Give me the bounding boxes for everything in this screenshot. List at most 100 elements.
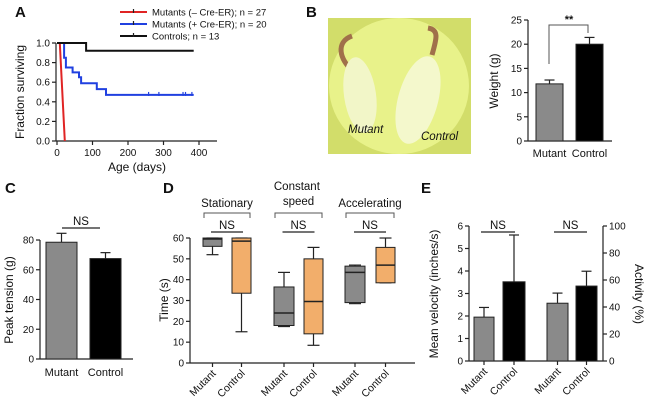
significance-stars: **: [565, 14, 574, 26]
photo-label-control: Control: [421, 131, 459, 143]
rotarod-group-label-0: Stationary: [201, 198, 253, 210]
rotarod-y-tick-label: 60: [173, 234, 185, 245]
survival-x-axis-label: Age (days): [108, 160, 166, 174]
velocity-y-tick-label: 2: [457, 312, 463, 323]
rotarod-y-axis-label: Time (s): [157, 278, 171, 322]
panel-label-b: B: [306, 4, 317, 21]
mice-photo: Mutant Control: [328, 18, 471, 154]
mutant-mouse: [343, 57, 377, 133]
panel-label-d: D: [163, 180, 174, 197]
survival-y-tick-label: 1.0: [36, 39, 50, 50]
velocity-bar-mutant: [546, 302, 569, 362]
velocity-y-axis-label: Mean velocity (inches/s): [427, 230, 441, 359]
tension-ns: NS: [73, 216, 89, 228]
weight-x-label: Control: [572, 148, 607, 160]
velocity-y-tick-label: 3: [457, 289, 463, 300]
photo-label-mutant: Mutant: [348, 124, 384, 136]
panel-label-e: E: [421, 180, 431, 197]
velocity-bar-mutant: [473, 316, 495, 362]
velocity-ns: NS: [490, 220, 506, 232]
weight-y-axis-label: Weight (g): [487, 53, 501, 108]
rotarod-y-tick-label: 20: [173, 317, 185, 328]
legend-label-2: Controls; n = 13: [152, 32, 219, 43]
velocity-y-tick-label: 1: [457, 334, 463, 345]
tension-x-label: Control: [88, 367, 123, 379]
weight-y-tick-label: 15: [511, 64, 523, 75]
panel-label-a: A: [15, 4, 26, 21]
survival-y-tick-label: 0.6: [36, 78, 50, 89]
control-mouse: [395, 56, 441, 144]
activity-y-tick-label: 0: [609, 357, 615, 368]
legend-label-1: Mutants (+ Cre-ER); n = 20: [152, 20, 267, 31]
rotarod-x-label: Control: [215, 368, 247, 400]
rotarod-x-label: Mutant: [330, 368, 361, 399]
weight-y-tick-label: 20: [511, 40, 523, 51]
activity-y-axis-label: Activity (%): [632, 264, 646, 324]
velocity-bar-control: [502, 281, 526, 362]
tension-y-tick-label: 80: [23, 236, 35, 247]
rotarod-x-label: Mutant: [259, 368, 290, 399]
tension-y-tick-label: 20: [23, 325, 35, 336]
weight-y-tick-label: 0: [516, 137, 522, 148]
rotarod-group-label-1: Constant speed: [274, 181, 323, 208]
velocity-bar-control: [575, 285, 598, 362]
rotarod-y-tick-label: 0: [178, 359, 184, 370]
control-tail: [427, 25, 439, 56]
activity-y-tick-label: 60: [609, 276, 621, 287]
rotarod-ns: NS: [291, 220, 307, 232]
rotarod-y-tick-label: 40: [173, 275, 185, 286]
activity-y-tick-label: 40: [609, 303, 621, 314]
velocity-y-tick-label: 0: [457, 357, 463, 368]
weight-bar-control: [575, 43, 604, 142]
rotarod-y-tick-label: 10: [173, 338, 185, 349]
box-mutant: [344, 265, 366, 304]
box-mutant: [202, 237, 223, 247]
weight-x-label: Mutant: [533, 148, 567, 160]
tension-y-tick-label: 40: [23, 295, 35, 306]
tension-y-tick-label: 0: [28, 355, 34, 366]
activity-y-tick-label: 20: [609, 330, 621, 341]
survival-x-tick-label: 300: [155, 148, 172, 159]
velocity-x-label: Mutant: [459, 366, 490, 397]
legend-label-0: Mutants (– Cre-ER); n = 27: [152, 8, 266, 19]
rotarod-group-bracket: [274, 212, 323, 218]
survival-y-tick-label: 0.4: [36, 97, 50, 108]
survival-y-tick-label: 0.0: [36, 137, 50, 148]
weight-bar-mutant: [535, 83, 564, 142]
survival-y-tick-label: 0.8: [36, 58, 50, 69]
velocity-y-tick-label: 6: [457, 222, 463, 233]
weight-y-tick-label: 10: [511, 88, 523, 99]
velocity-x-label: Mutant: [532, 366, 563, 397]
velocity-ns: NS: [563, 220, 579, 232]
survival-curve-2: [57, 42, 194, 52]
rotarod-group-label-2: Accelerating: [338, 198, 401, 210]
tension-bar-control: [89, 258, 122, 360]
box-control: [303, 258, 324, 335]
rotarod-group-bracket: [345, 212, 395, 218]
survival-curve-1: [57, 42, 194, 96]
weight-y-tick-label: 5: [516, 112, 522, 123]
weight-y-tick-label: 25: [511, 16, 523, 27]
rotarod-y-tick-label: 50: [173, 254, 185, 265]
rotarod-group-bracket: [203, 212, 251, 218]
survival-x-tick-label: 100: [84, 148, 101, 159]
box-control: [231, 237, 252, 294]
survival-x-tick-label: 400: [191, 148, 208, 159]
tension-x-label: Mutant: [45, 367, 79, 379]
rotarod-x-label: Control: [287, 368, 319, 400]
survival-y-axis-label: Fraction surviving: [13, 45, 27, 139]
rotarod-x-label: Control: [359, 368, 391, 400]
velocity-x-label: Control: [560, 366, 592, 398]
velocity-x-label: Control: [488, 366, 520, 398]
survival-x-tick-label: 0: [54, 148, 60, 159]
rotarod-y-tick-label: 30: [173, 296, 185, 307]
box-mutant: [273, 286, 295, 327]
tension-y-tick-label: 60: [23, 265, 35, 276]
velocity-y-tick-label: 5: [457, 244, 463, 255]
significance-bracket: [548, 24, 589, 64]
rotarod-x-label: Mutant: [187, 368, 218, 399]
activity-y-tick-label: 100: [609, 222, 626, 233]
activity-y-tick-label: 80: [609, 249, 621, 260]
